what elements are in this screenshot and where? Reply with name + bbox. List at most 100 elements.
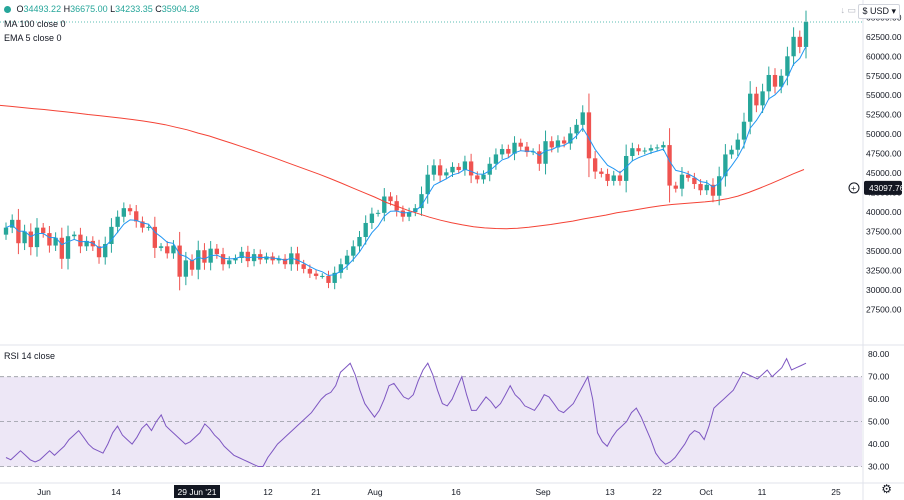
time-tick-label: Aug (367, 487, 382, 497)
candle-body (654, 147, 660, 149)
rsi-tick-label: 50.00 (868, 417, 890, 427)
time-tick-label: 13 (605, 487, 615, 497)
price-tick-label: 30000.00 (866, 285, 902, 295)
candle-body (456, 166, 461, 171)
candle-body (599, 171, 604, 174)
rsi-tick-label: 40.00 (868, 439, 890, 449)
candle-body (307, 268, 313, 274)
candle-body (592, 158, 598, 172)
crosshair-date-box (174, 485, 220, 498)
candle-body (630, 148, 635, 156)
candle-body (382, 196, 387, 213)
candle-body (59, 237, 64, 259)
currency-selector[interactable]: $ USD ▾ (858, 4, 900, 19)
candle-body (65, 236, 71, 259)
low-value: 34233.35 (115, 4, 153, 14)
candle-body (642, 150, 647, 152)
candle-body (34, 227, 40, 248)
candle-body (468, 161, 474, 176)
candle-body (543, 141, 548, 164)
candle-body (661, 145, 666, 148)
time-tick-label: 14 (111, 487, 121, 497)
price-tick-label: 55000.00 (866, 90, 902, 100)
candle-body (369, 213, 375, 223)
candle-body (735, 139, 740, 150)
ema-legend[interactable]: EMA 5 close 0 (4, 33, 62, 43)
candle-body (140, 221, 145, 228)
candle-body (667, 145, 672, 186)
time-tick-label: 29 Jun '21 (178, 487, 217, 497)
candle-body (617, 175, 623, 181)
candle-body (301, 264, 306, 269)
candle-body (196, 250, 201, 270)
candle-body (177, 245, 182, 277)
candle-body (363, 222, 368, 237)
time-tick-label: 21 (311, 487, 321, 497)
rsi-tick-label: 60.00 (868, 394, 890, 404)
candle-body (28, 231, 33, 248)
candle-body (152, 226, 158, 248)
candle-body (220, 254, 226, 265)
time-tick-label: 22 (652, 487, 662, 497)
rsi-tick-label: 70.00 (868, 372, 890, 382)
time-tick-label: Jun (37, 487, 51, 497)
candle-body (506, 148, 511, 154)
price-tick-label: 50000.00 (866, 129, 902, 139)
candle-body (425, 174, 430, 195)
candle-body (797, 36, 802, 47)
candle-body (158, 246, 164, 248)
candle-body (493, 154, 499, 164)
candle-body (233, 258, 238, 261)
candle-body (537, 151, 542, 164)
candle-body (22, 231, 27, 244)
candle-body (351, 246, 356, 256)
ma-legend[interactable]: MA 100 close 0 (4, 19, 66, 29)
ema5-line (5, 46, 807, 277)
candle-body (673, 185, 678, 189)
candle-body (524, 146, 530, 153)
candle-body (419, 194, 424, 209)
candle-body (717, 176, 722, 196)
candle-body (648, 148, 654, 151)
candle-body (586, 112, 592, 159)
candle-body (295, 253, 300, 265)
collapse-icons[interactable]: ↓ ▭ (840, 5, 856, 15)
settings-gear-icon[interactable]: ⚙ (881, 482, 892, 496)
candle-body (3, 227, 9, 235)
candle-body (499, 148, 505, 155)
candle-body (444, 172, 449, 176)
candle-body (103, 243, 108, 258)
candle-body (754, 93, 759, 106)
rsi-legend[interactable]: RSI 14 close (4, 351, 56, 361)
candle-body (518, 142, 523, 147)
candle-body (512, 142, 517, 154)
candle-body (462, 161, 468, 171)
rsi-tick-label: 30.00 (868, 462, 890, 472)
candle-body (375, 212, 381, 214)
price-tick-label: 35000.00 (866, 246, 902, 256)
candle-body (214, 248, 220, 255)
candle-body (227, 260, 232, 265)
candle-body (555, 140, 561, 148)
time-tick-label: Oct (699, 487, 713, 497)
candle-body (96, 246, 102, 258)
candle-body (561, 140, 567, 144)
candle-body (109, 226, 114, 244)
time-tick-label: 16 (451, 487, 461, 497)
candle-body (574, 124, 579, 134)
candle-body (475, 175, 480, 180)
candle-body (127, 208, 133, 212)
last-price-value: 43097.76 (869, 183, 904, 193)
candle-body (760, 91, 765, 106)
price-tick-label: 47500.00 (866, 149, 902, 159)
rsi-line (5, 357, 807, 467)
candle-body (183, 260, 189, 277)
candle-body (189, 260, 195, 270)
candle-body (431, 165, 437, 175)
candle-body (146, 226, 151, 228)
candle-body (437, 165, 443, 176)
candle-body (264, 256, 269, 260)
candle-body (791, 36, 796, 57)
candle-body (332, 272, 337, 283)
